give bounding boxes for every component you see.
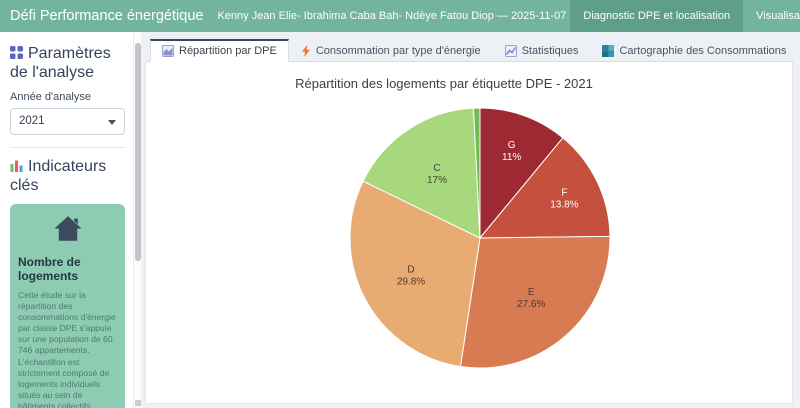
indicators-title-text: Indicateurs clés xyxy=(10,157,107,195)
chart-title: Répartition des logements par étiquette … xyxy=(295,76,593,91)
year-select[interactable]: 2021 xyxy=(10,107,125,135)
content-tabbar: Répartition par DPE Consommation par type… xyxy=(145,38,793,62)
dpe-pie-chart: Répartition des logements par étiquette … xyxy=(295,76,611,369)
year-select-label: Année d'analyse xyxy=(10,90,91,103)
tab-card: Répartition par DPE Consommation par type… xyxy=(145,38,793,404)
tab-label: Cartographie des Consommations xyxy=(619,44,787,57)
pie-slice-E[interactable] xyxy=(459,235,611,369)
kpi-title: Nombre de logements xyxy=(18,254,81,283)
year-select-value: 2021 xyxy=(19,115,45,128)
bar-chart-icon xyxy=(10,159,23,177)
kpi-description: Cette étude sur la répartition des conso… xyxy=(18,289,116,408)
kpi-logements-box: Nombre de logements Cette étude sur la r… xyxy=(10,203,125,408)
line-chart-icon xyxy=(504,44,517,57)
area-chart-icon xyxy=(162,45,174,57)
chevron-down-icon xyxy=(108,119,116,125)
home-icon xyxy=(18,215,117,247)
pie-slice-D[interactable] xyxy=(349,180,481,368)
app-title: Défi Performance énergétique xyxy=(10,8,204,24)
navbar-authors-date: Kenny Jean Elie- Ibrahima Caba Bah- Ndèy… xyxy=(217,10,567,22)
tab-statistiques[interactable]: Statistiques xyxy=(493,39,591,62)
top-navbar: Défi Performance énergétique Kenny Jean … xyxy=(0,0,800,32)
sidebar-divider xyxy=(10,146,125,148)
main-content: Répartition par DPE Consommation par type… xyxy=(141,32,800,408)
params-section-title: Paramètres de l'analyse xyxy=(10,45,125,83)
pie-slice-C[interactable] xyxy=(362,107,481,239)
navbar-tabs: Diagnostic DPE et localisation Visualisat… xyxy=(570,0,800,32)
sidebar-scrollbar-corner xyxy=(135,400,141,406)
sidebar: Paramètres de l'analyse Année d'analyse … xyxy=(0,32,133,408)
pie-label-F: F 13.8% xyxy=(550,188,578,211)
tab-label: Répartition par DPE xyxy=(179,45,277,57)
pie-label-G: G 11% xyxy=(502,140,521,163)
indicators-section-title: Indicateurs clés xyxy=(10,158,125,196)
navbar-tab-diagnostic-dpe-et-localisation[interactable]: Diagnostic DPE et localisation xyxy=(570,0,744,32)
map-icon xyxy=(602,44,615,57)
sidebar-scrollbar-thumb[interactable] xyxy=(135,43,141,261)
tab-consommation-par-type-d-energie[interactable]: Consommation par type d'énergie xyxy=(289,39,493,62)
tab-label: Statistiques xyxy=(521,44,579,57)
pie-label-D: D 29.8% xyxy=(397,264,425,287)
pie-slice-B[interactable] xyxy=(472,107,481,239)
navbar-tab-visualisation-des-tendances[interactable]: Visualisation des tendances xyxy=(756,10,800,22)
pie-label-E: E 27.6% xyxy=(517,287,545,310)
tab-repartition-par-dpe[interactable]: Répartition par DPE xyxy=(150,39,289,62)
tab-label: Consommation par type d'énergie xyxy=(315,44,481,57)
sidebar-scrollbar[interactable] xyxy=(133,32,141,408)
pie-label-C: C 17% xyxy=(427,163,447,186)
bolt-icon xyxy=(301,44,311,57)
pie-slice-G[interactable] xyxy=(479,107,564,240)
chart-panel: Répartition des logements par étiquette … xyxy=(145,62,793,404)
tab-cartographie-des-consommations[interactable]: Cartographie des Consommations xyxy=(590,39,798,62)
pie-slice-F[interactable] xyxy=(478,137,611,239)
params-title-text: Paramètres de l'analyse xyxy=(10,45,111,82)
grid-icon xyxy=(10,46,23,64)
